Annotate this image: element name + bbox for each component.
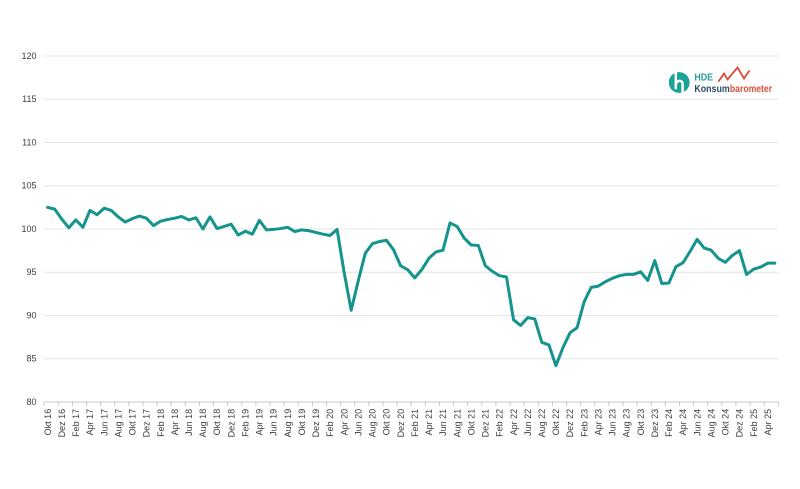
svg-text:Jun 24: Jun 24 [692,409,702,436]
svg-text:Dez 16: Dez 16 [57,409,67,438]
svg-text:Feb 22: Feb 22 [495,409,505,437]
svg-text:Dez 20: Dez 20 [396,409,406,438]
svg-text:Jun 22: Jun 22 [523,409,533,436]
svg-text:Okt 22: Okt 22 [551,409,561,436]
svg-text:Jun 19: Jun 19 [269,409,279,436]
svg-text:Dez 19: Dez 19 [311,409,321,438]
svg-text:85: 85 [26,354,36,364]
svg-text:Dez 17: Dez 17 [142,409,152,438]
svg-text:100: 100 [21,224,36,234]
svg-text:Apr 22: Apr 22 [509,409,519,436]
svg-text:105: 105 [21,181,36,191]
svg-text:Feb 19: Feb 19 [240,409,250,437]
svg-text:Dez 22: Dez 22 [565,409,575,438]
svg-text:Feb 23: Feb 23 [579,409,589,437]
svg-text:110: 110 [22,137,36,147]
svg-text:Aug 17: Aug 17 [113,409,123,438]
svg-text:Okt 24: Okt 24 [721,409,731,436]
svg-text:Aug 23: Aug 23 [622,409,632,438]
svg-text:Okt 20: Okt 20 [382,409,392,436]
svg-text:Okt 17: Okt 17 [128,409,138,436]
svg-text:80: 80 [26,397,36,407]
svg-text:Jun 20: Jun 20 [353,409,363,436]
svg-text:Jun 17: Jun 17 [99,409,109,436]
svg-text:Jun 18: Jun 18 [184,409,194,436]
svg-text:Apr 23: Apr 23 [593,409,603,436]
svg-text:Konsum: Konsum [694,84,729,95]
svg-text:Aug 18: Aug 18 [198,409,208,438]
svg-text:Feb 17: Feb 17 [71,409,81,437]
svg-text:Apr 21: Apr 21 [424,409,434,436]
svg-text:HDE: HDE [694,73,713,84]
svg-text:Aug 19: Aug 19 [283,409,293,438]
svg-text:Okt 21: Okt 21 [466,409,476,436]
svg-text:90: 90 [26,310,36,320]
svg-text:Apr 24: Apr 24 [678,409,688,436]
svg-text:Feb 24: Feb 24 [664,409,674,437]
svg-text:Aug 22: Aug 22 [537,409,547,438]
svg-text:Okt 18: Okt 18 [212,409,222,436]
svg-text:Apr 18: Apr 18 [170,409,180,436]
svg-text:Okt 16: Okt 16 [43,409,53,436]
svg-text:Apr 19: Apr 19 [255,409,265,436]
svg-text:Aug 24: Aug 24 [706,409,716,438]
svg-text:Feb 18: Feb 18 [156,409,166,437]
svg-text:Aug 20: Aug 20 [368,409,378,438]
svg-text:Apr 20: Apr 20 [339,409,349,436]
svg-text:Jun 23: Jun 23 [608,409,618,436]
svg-text:Dez 23: Dez 23 [650,409,660,438]
svg-text:barometer: barometer [730,84,772,95]
svg-text:Feb 21: Feb 21 [410,409,420,437]
svg-text:Okt 19: Okt 19 [297,409,307,436]
svg-text:115: 115 [22,94,36,104]
svg-text:Feb 25: Feb 25 [749,409,759,437]
svg-text:95: 95 [26,267,36,277]
svg-text:Dez 21: Dez 21 [481,409,491,438]
svg-text:Okt 23: Okt 23 [636,409,646,436]
svg-text:Aug 21: Aug 21 [452,409,462,438]
svg-text:Jun 21: Jun 21 [438,409,448,436]
svg-text:Dez 24: Dez 24 [735,409,745,438]
svg-text:120: 120 [21,51,36,61]
svg-text:Apr 17: Apr 17 [85,409,95,436]
svg-text:Dez 18: Dez 18 [226,409,236,438]
svg-text:Feb 20: Feb 20 [325,409,335,437]
svg-text:Apr 25: Apr 25 [763,409,773,436]
